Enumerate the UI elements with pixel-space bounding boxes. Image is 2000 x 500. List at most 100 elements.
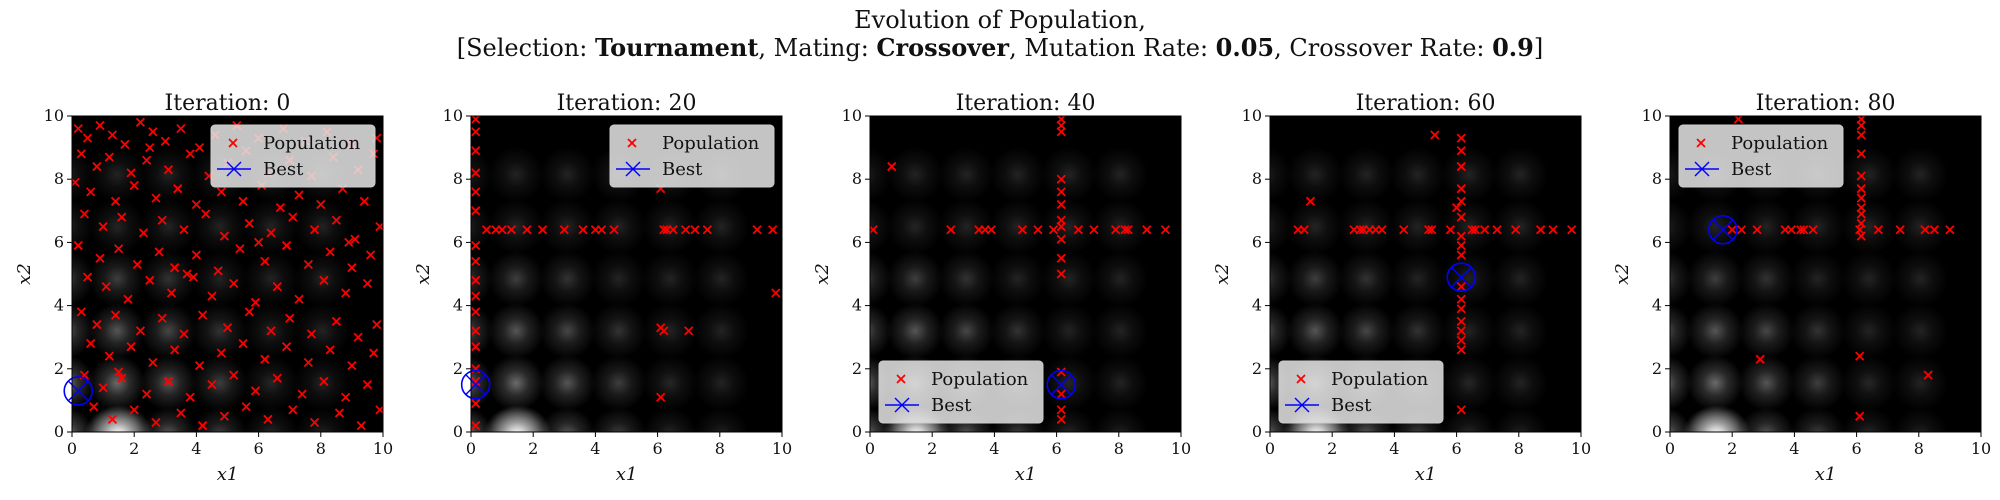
landscape-bump [488,146,545,203]
population-point [481,225,492,235]
y-tick-label: 4 [852,296,862,315]
legend-marker-best [616,161,650,177]
legend-label-best: Best [1731,159,1772,180]
population-point [1456,304,1466,314]
population-point [142,155,152,165]
landscape-bump [938,198,995,255]
population-point [266,228,276,238]
subplot-0: 00 2 2 4 4 6 6 8 8 10 10 Iteration: 0 x1 x2 Population… [14,91,393,485]
population-point [1033,225,1043,235]
population-point [1856,231,1866,241]
landscape-bump [1687,198,1744,255]
landscape-bump [488,250,545,307]
landscape-bump [1789,250,1846,307]
y-tick-label: 8 [1252,169,1262,188]
population-point [1451,203,1462,213]
landscape-bump [89,250,146,307]
population-point [297,389,307,399]
landscape-bump [1287,146,1344,203]
legend-marker-best [217,161,251,177]
suptitle-part: Crossover [876,33,1009,62]
population-point [359,196,369,206]
population-point [126,342,136,352]
y-tick-label: 2 [1252,359,1262,378]
landscape-bump [539,302,596,359]
population-point [169,263,180,273]
legend-marker-population [228,138,238,148]
landscape-bump [887,302,944,359]
legend: Population Best [609,124,775,188]
population-point [331,316,341,327]
population-point [325,345,335,355]
population-point [1456,161,1466,172]
landscape-bump [243,250,300,307]
landscape-bump [1441,250,1498,307]
axes-frame [869,115,1182,433]
landscape-bump [693,407,750,432]
population-point [145,142,155,153]
legend-label-best: Best [1331,395,1372,416]
landscape-peak [483,405,552,432]
y-tick-label: 2 [852,359,862,378]
landscape-bump [89,302,146,359]
landscape-bump [140,146,197,203]
population-point [110,310,121,320]
population-point [1492,225,1502,235]
population-point [1479,225,1490,235]
population-point [471,398,481,409]
population-point [887,161,897,172]
population-point [263,414,273,424]
legend-box [878,360,1044,424]
population-point [1089,225,1099,235]
population-point [1355,225,1365,235]
population-point [1456,250,1466,260]
population-points [1293,130,1577,415]
landscape-bump [191,198,248,255]
population-point [303,259,313,270]
population-point [471,168,481,178]
legend-box [210,124,376,188]
legend-box [1278,360,1444,424]
landscape-bump [140,250,197,307]
suptitle-part: , Mutation Rate: [1009,34,1216,62]
landscape-bump [887,198,944,255]
landscape-bump [693,355,750,412]
landscape-bump [1389,146,1446,203]
landscape-bump [140,355,197,412]
axes-frame [1269,115,1582,433]
suptitle-part: Tournament [595,33,758,62]
y-tick-label: 4 [54,296,64,315]
y-axis-label: x2 [812,263,833,285]
population-point [272,373,282,383]
population-point [1299,225,1309,235]
population-point [173,184,183,194]
population-point [362,379,373,390]
population-point [771,288,781,298]
population-point [1056,199,1066,210]
population-point [1945,225,1955,235]
population-point [471,376,481,387]
x-tick-label: 0 [67,439,77,458]
population-point [148,127,158,137]
population-points [1727,116,1955,421]
population-point [659,225,669,235]
legend-marker-population [1696,138,1706,148]
legend-marker-best [1285,397,1319,413]
population-point [1056,269,1066,279]
population-point [95,253,105,263]
population-point [82,133,93,143]
landscape-bump [642,407,698,432]
y-tick-label: 4 [1252,296,1262,315]
population-point [1456,316,1466,327]
y-tick-label: 0 [453,422,463,441]
landscape-bump [693,198,750,255]
y-tick-label: 2 [1652,359,1662,378]
population-point [1056,221,1066,232]
landscape-bump [1492,146,1549,203]
legend-label-population: Population [662,133,760,154]
population-point [1456,146,1466,156]
population-point [285,313,295,323]
population-point [73,240,83,251]
population-point [656,392,666,402]
landscape-bump [693,302,750,359]
